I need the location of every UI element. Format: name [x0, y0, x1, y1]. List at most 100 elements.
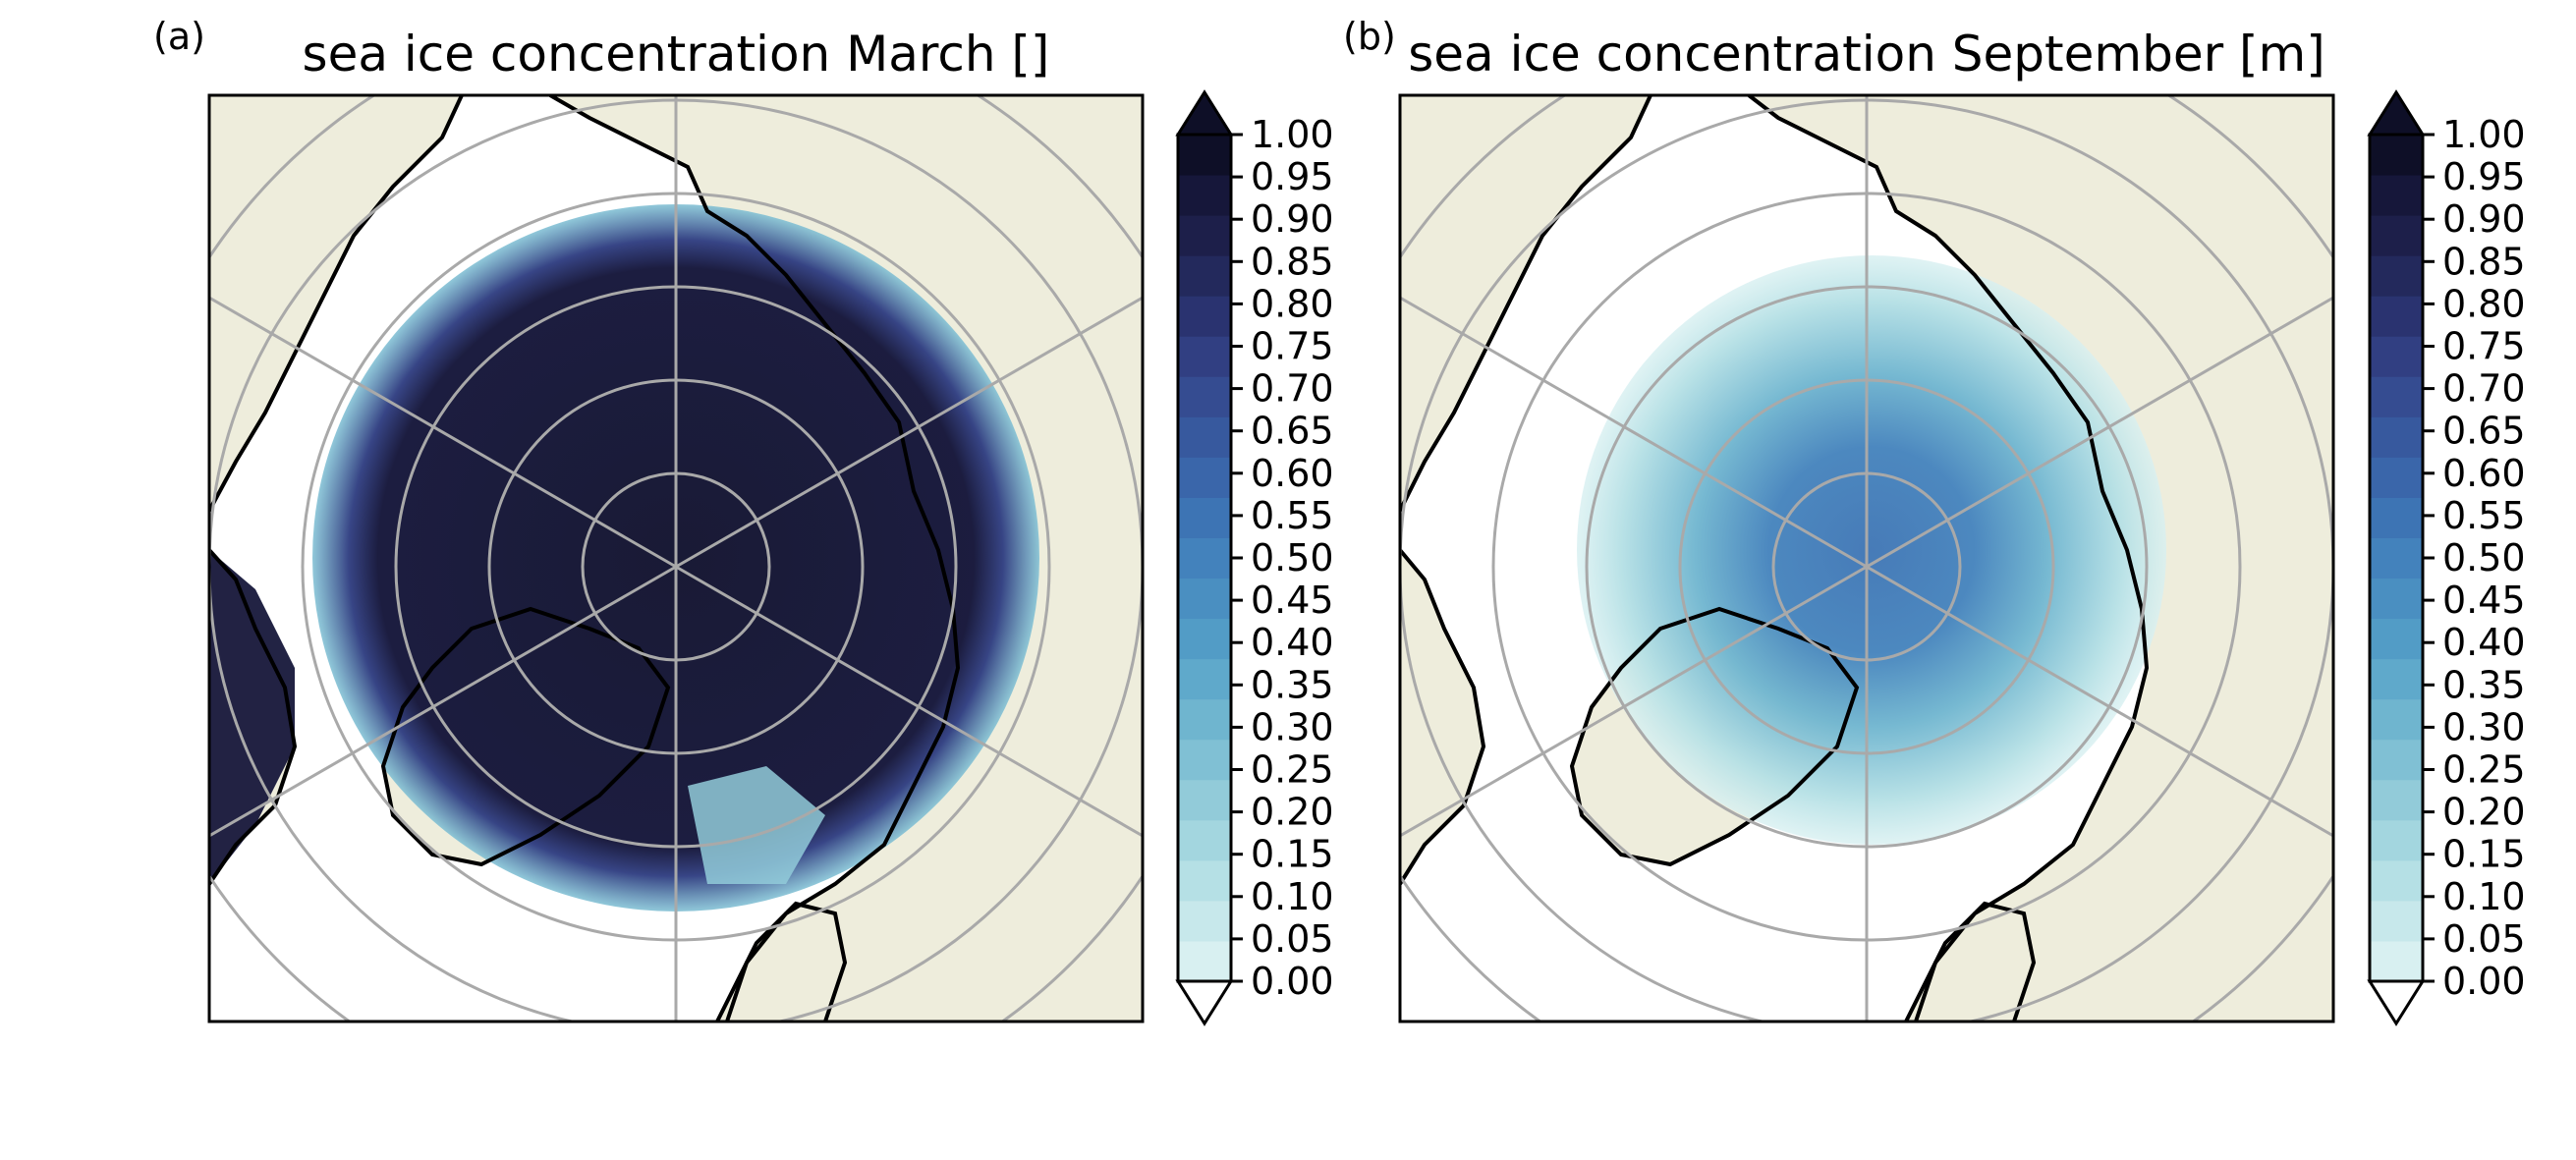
graticule: [209, 95, 1143, 1022]
land-eurasia: [1749, 95, 2333, 1022]
colorbar-bin: [1178, 376, 1231, 417]
colorbar-bin: [1178, 255, 1231, 297]
colorbar-tick-label: 0.50: [2442, 536, 2526, 580]
colorbar-bin: [1178, 819, 1231, 861]
panel-b: (b) sea ice concentration September [m]: [1343, 15, 2526, 1026]
colorbar-bin: [1178, 215, 1231, 256]
colorbar-extend-max: [2367, 89, 2426, 137]
colorbar-bins: [2370, 135, 2423, 982]
sea-ice-labrador: [209, 550, 295, 884]
colorbar-tick-label: 0.15: [2442, 833, 2526, 876]
colorbar-tick-label: 0.20: [2442, 791, 2526, 834]
colorbar-ticks: 1.000.950.900.850.800.750.700.650.600.55…: [2423, 113, 2526, 1003]
colorbar-tick-label: 0.40: [1251, 621, 1334, 664]
colorbar-bin: [1178, 578, 1231, 620]
colorbar-bin: [2370, 296, 2423, 337]
colorbar-bin: [1178, 336, 1231, 377]
colorbar-ticks: 1.000.950.900.850.800.750.700.650.600.55…: [1231, 113, 1334, 1003]
colorbar-tick-label: 1.00: [1251, 113, 1334, 156]
colorbar-extend-min: [2367, 979, 2426, 1026]
colorbar-tick-label: 0.00: [1251, 960, 1334, 1003]
colorbar-bin: [1178, 457, 1231, 498]
colorbar-bin: [2370, 698, 2423, 741]
colorbar-bin: [1178, 698, 1231, 741]
panel-title: sea ice concentration September [m]: [1408, 26, 2325, 83]
colorbar-tick-label: 0.85: [2442, 240, 2526, 283]
colorbar-tick-label: 0.85: [1251, 240, 1334, 283]
colorbar-tick-label: 0.40: [2442, 621, 2526, 664]
colorbar-bin: [1178, 497, 1231, 538]
sea-ice-barents-fringe: [688, 766, 825, 884]
colorbar-bins: [1178, 135, 1231, 982]
colorbar-bin: [1178, 175, 1231, 216]
colorbar-tick-label: 0.15: [1251, 833, 1334, 876]
colorbar-bin: [2370, 215, 2423, 256]
colorbar-bin: [2370, 376, 2423, 417]
colorbar-tick-label: 0.60: [1251, 452, 1334, 495]
colorbar-bin: [2370, 739, 2423, 781]
colorbar-tick-label: 0.75: [1251, 325, 1334, 368]
colorbar-tick-label: 0.45: [1251, 579, 1334, 622]
colorbar-bin: [2370, 457, 2423, 498]
colorbar-bin: [2370, 779, 2423, 821]
colorbar-extend-max: [1175, 89, 1234, 137]
colorbar-tick-label: 0.45: [2442, 579, 2526, 622]
colorbar-bin: [2370, 658, 2423, 700]
colorbar-tick-label: 0.35: [2442, 663, 2526, 706]
colorbar-bin: [1178, 537, 1231, 580]
colorbar-tick-label: 1.00: [2442, 113, 2526, 156]
colorbar-tick-label: 0.30: [1251, 705, 1334, 748]
colorbar-bin: [2370, 416, 2423, 458]
map-area: [209, 95, 1143, 1022]
map-area: [1400, 95, 2333, 1022]
colorbar-bin: [1178, 296, 1231, 337]
colorbar: 1.000.950.900.850.800.750.700.650.600.55…: [2367, 89, 2526, 1026]
coastlines: [1400, 95, 2150, 1022]
colorbar-bin: [1178, 416, 1231, 458]
land-scandinavia: [1906, 904, 2034, 1022]
colorbar-tick-label: 0.65: [2442, 410, 2526, 453]
colorbar-bin: [2370, 135, 2423, 176]
colorbar-tick-label: 0.05: [1251, 917, 1334, 961]
land-scandinavia: [717, 904, 845, 1022]
colorbar-tick-label: 0.55: [1251, 494, 1334, 537]
colorbar-tick-label: 0.05: [2442, 917, 2526, 961]
colorbar-bin: [2370, 618, 2423, 660]
map-frame: [207, 93, 1145, 1023]
land-north-america: [1400, 95, 1651, 511]
colorbar-tick-label: 0.80: [2442, 282, 2526, 325]
colorbar-tick-label: 0.95: [2442, 155, 2526, 198]
colorbar-bin: [1178, 859, 1231, 902]
colorbar-bin: [2370, 537, 2423, 580]
colorbar-tick-label: 0.55: [2442, 494, 2526, 537]
colorbar-tick-label: 0.65: [1251, 410, 1334, 453]
colorbar-tick-label: 0.10: [1251, 875, 1334, 918]
colorbar-tick-label: 0.30: [2442, 705, 2526, 748]
panel-title: sea ice concentration March []: [303, 26, 1050, 83]
colorbar-bin: [1178, 618, 1231, 660]
colorbar-bin: [2370, 497, 2423, 538]
colorbar-bin: [1178, 940, 1231, 982]
graticule: [1400, 95, 2333, 1022]
colorbar-bin: [1178, 779, 1231, 821]
colorbar-bin: [2370, 819, 2423, 861]
colorbar-tick-label: 0.80: [1251, 282, 1334, 325]
colorbar-tick-label: 0.95: [1251, 155, 1334, 198]
colorbar-tick-label: 0.90: [2442, 197, 2526, 241]
colorbar-bin: [2370, 336, 2423, 377]
land-eurasia: [550, 95, 1143, 1022]
colorbar: 1.000.950.900.850.800.750.700.650.600.55…: [1175, 89, 1334, 1026]
colorbar-bin: [2370, 255, 2423, 297]
colorbar-bin: [2370, 859, 2423, 902]
colorbar-tick-label: 0.25: [1251, 748, 1334, 792]
colorbar-tick-label: 0.50: [1251, 536, 1334, 580]
colorbar-tick-label: 0.00: [2442, 960, 2526, 1003]
colorbar-extend-min: [1175, 979, 1234, 1026]
colorbar-tick-label: 0.25: [2442, 748, 2526, 792]
colorbar-tick-label: 0.75: [2442, 325, 2526, 368]
colorbar-bin: [1178, 739, 1231, 781]
sea-ice-field: [1577, 255, 2166, 845]
colorbar-tick-label: 0.90: [1251, 197, 1334, 241]
colorbar-bin: [1178, 658, 1231, 700]
colorbar-bin: [2370, 940, 2423, 982]
